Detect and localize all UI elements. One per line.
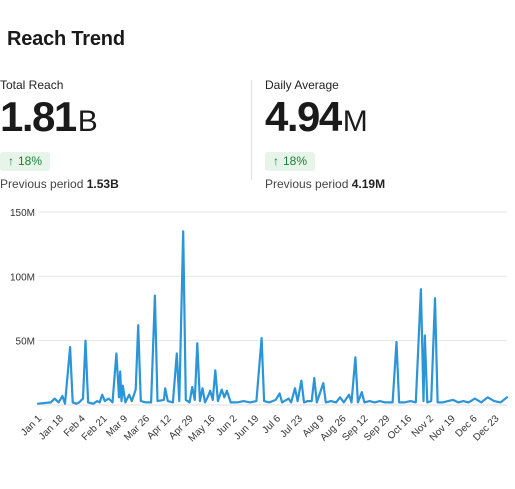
x-tick-label: Jun 19 <box>232 413 261 442</box>
x-tick-label: Jan 18 <box>37 413 66 442</box>
metric-unit: M <box>342 105 368 138</box>
x-tick-label: Feb 21 <box>80 413 110 443</box>
arrow-up-icon: ↑ <box>273 154 279 168</box>
previous-value: 1.53B <box>86 177 119 191</box>
metric-label: Daily Average <box>265 78 339 92</box>
y-tick-label: 100M <box>10 272 35 283</box>
change-badge: ↑ 18% <box>265 152 316 171</box>
previous-label: Previous period <box>265 177 349 191</box>
previous-label: Previous period <box>0 177 84 191</box>
previous-period: Previous period 1.53B <box>0 177 240 191</box>
x-tick-label: Jul 23 <box>278 413 305 440</box>
x-tick-label: Oct 16 <box>386 413 415 442</box>
metric-label: Total Reach <box>0 78 64 92</box>
y-tick-label: 150M <box>10 208 35 219</box>
page-title: Reach Trend <box>7 28 125 50</box>
metric-number: 1.81 <box>0 93 77 140</box>
change-value: 18% <box>18 154 43 168</box>
metric-value: 1.81B <box>0 96 240 146</box>
metric-unit: B <box>77 105 98 138</box>
y-tick-label: 50M <box>16 337 35 348</box>
metrics-divider <box>251 80 252 180</box>
x-tick-label: Mar 26 <box>122 413 152 443</box>
total-reach-card: Total Reach 1.81B ↑ 18% Previous period 1… <box>0 78 240 191</box>
change-badge: ↑ 18% <box>0 152 51 171</box>
metric-value: 4.94M <box>265 96 505 146</box>
reach-series-line <box>36 230 509 405</box>
arrow-up-icon: ↑ <box>8 154 14 168</box>
change-value: 18% <box>283 154 308 168</box>
previous-value: 4.19M <box>351 177 386 191</box>
daily-average-card: Daily Average 4.94M ↑ 18% Previous period… <box>265 78 505 191</box>
previous-period: Previous period 4.19M <box>265 177 505 191</box>
metric-number: 4.94 <box>265 93 342 140</box>
